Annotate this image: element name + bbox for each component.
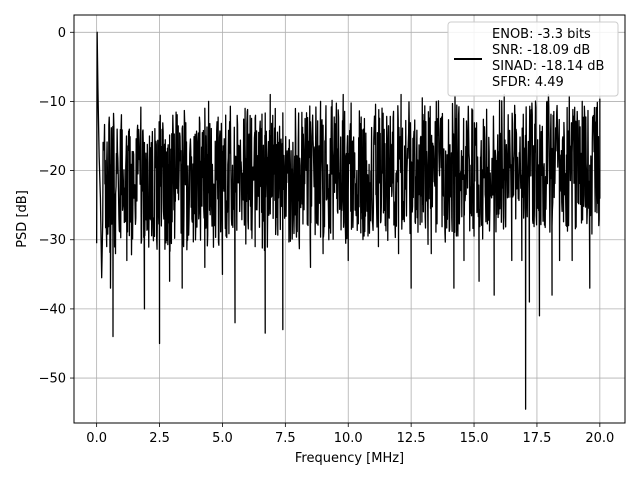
x-tick-label: 17.5 (522, 431, 551, 446)
y-tick-label: −10 (39, 95, 66, 110)
legend: ENOB: -3.3 bits SNR: -18.09 dB SINAD: -1… (447, 21, 619, 97)
x-axis-label: Frequency [MHz] (295, 451, 404, 466)
x-tick-label: 2.5 (149, 431, 170, 446)
plot-frame (73, 14, 626, 424)
y-tick-label: −40 (39, 302, 66, 317)
x-tick-label: 5.0 (212, 431, 233, 446)
legend-line-sfdr: SFDR: 4.49 (492, 75, 564, 90)
legend-line-snr: SNR: -18.09 dB (492, 43, 590, 58)
y-tick-label: −30 (39, 233, 66, 248)
y-tick-label: −20 (39, 164, 66, 179)
legend-line-enob: ENOB: -3.3 bits (492, 27, 591, 42)
legend-line-sinad: SINAD: -18.14 dB (492, 59, 604, 74)
x-tick-label: 15.0 (460, 431, 489, 446)
x-tick-label: 20.0 (585, 431, 614, 446)
x-tick-label: 0.0 (86, 431, 107, 446)
series-layer (95, 31, 601, 410)
x-tick-label: 10.0 (334, 431, 363, 446)
y-axis-label: PSD [dB] (15, 190, 30, 248)
y-tick-label: 0 (58, 26, 66, 41)
psd-series-line (95, 31, 601, 410)
legend-box (447, 21, 619, 97)
y-tick-label: −50 (39, 372, 66, 387)
x-tick-label: 7.5 (275, 431, 296, 446)
x-axis: 0.0 2.5 5.0 7.5 10.0 12.5 15.0 17.5 20.0 (86, 423, 614, 446)
x-tick-label: 12.5 (397, 431, 426, 446)
y-axis: 0 −10 −20 −30 −40 −50 (39, 26, 74, 387)
